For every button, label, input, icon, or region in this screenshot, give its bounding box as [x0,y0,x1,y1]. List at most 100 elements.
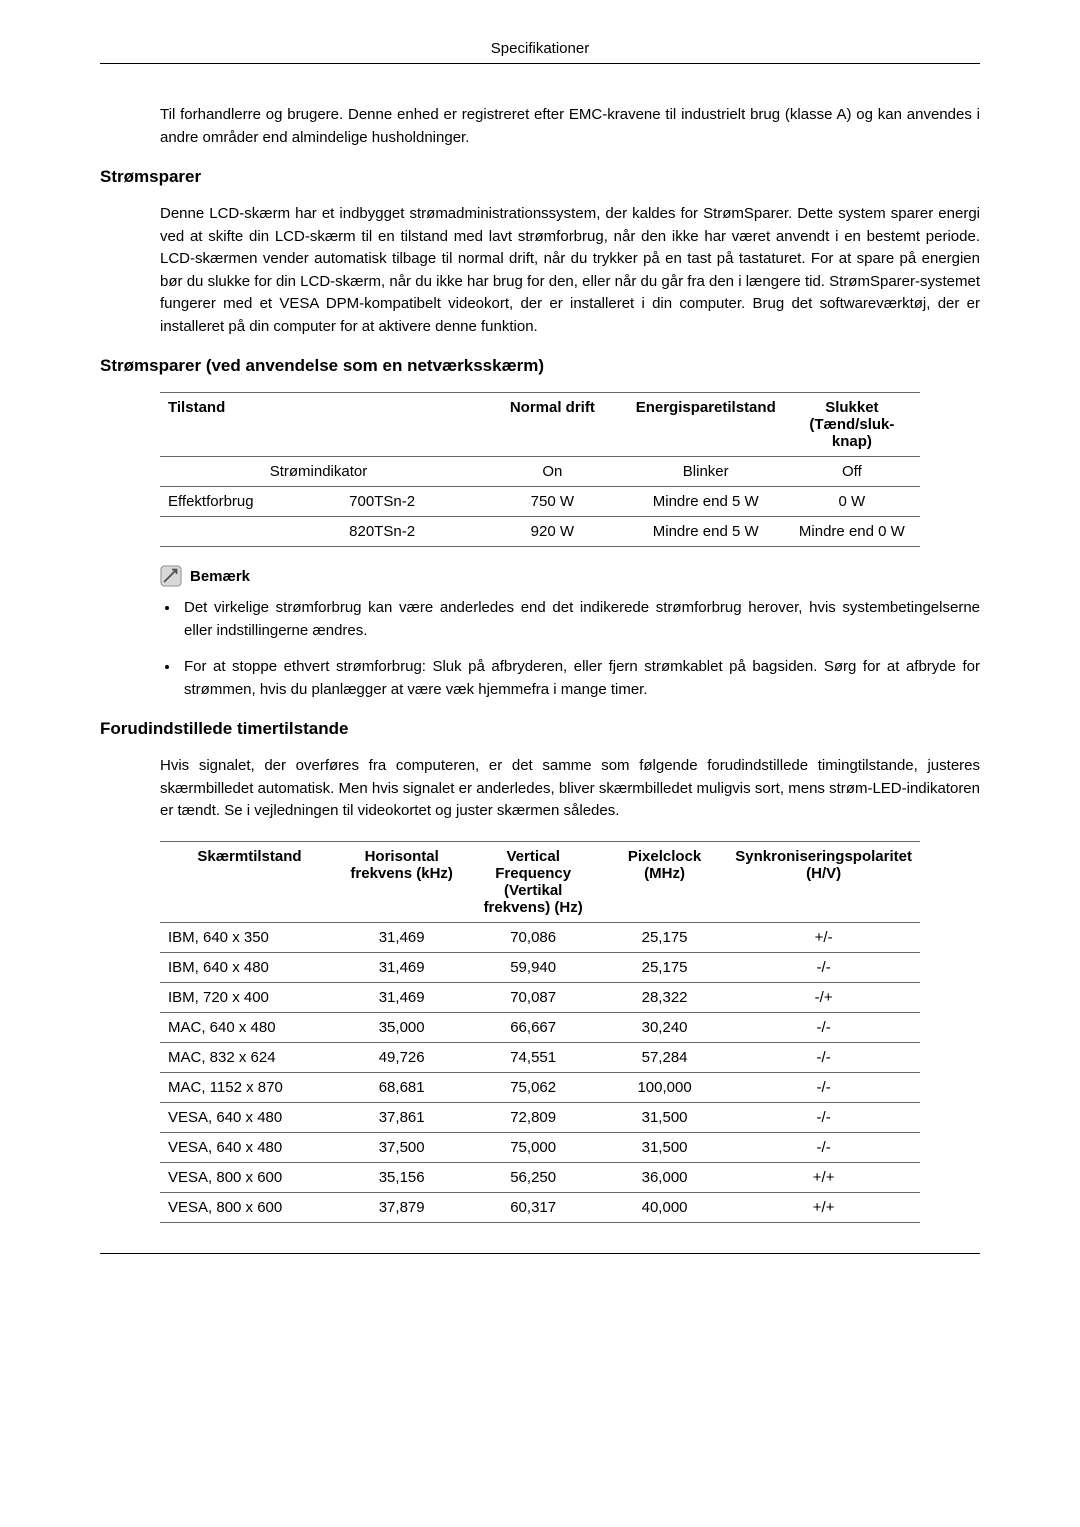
cell: VESA, 640 x 480 [160,1132,339,1162]
cell: 75,000 [464,1132,601,1162]
cell: -/- [727,1042,920,1072]
table-row: IBM, 640 x 48031,46959,94025,175-/- [160,952,920,982]
intro-paragraph: Til forhandlerre og brugere. Denne enhed… [160,104,980,149]
cell: 37,500 [339,1132,465,1162]
cell: -/- [727,1132,920,1162]
cell: 37,879 [339,1192,465,1222]
cell: 820TSn-2 [341,517,477,547]
cell: Strømindikator [160,457,477,487]
table-header: Normal drift [477,393,628,457]
note-item: For at stoppe ethvert strømforbrug: Sluk… [180,656,980,701]
cell: -/- [727,1072,920,1102]
table-row: VESA, 800 x 60035,15656,25036,000+/+ [160,1162,920,1192]
cell: -/- [727,952,920,982]
cell: 49,726 [339,1042,465,1072]
cell: MAC, 1152 x 870 [160,1072,339,1102]
cell: 74,551 [464,1042,601,1072]
table-row: VESA, 800 x 60037,87960,31740,000+/+ [160,1192,920,1222]
cell: Blinker [628,457,784,487]
table-header: Skærmtilstand [160,841,339,922]
section-stromsparer-text: Denne LCD-skærm har et indbygget strømad… [160,203,980,338]
cell: 37,861 [339,1102,465,1132]
table-header: Pixelclock (MHz) [602,841,727,922]
cell: 100,000 [602,1072,727,1102]
section-stromsparer-title: Strømsparer [100,167,980,187]
cell: 70,087 [464,982,601,1012]
cell: VESA, 800 x 600 [160,1192,339,1222]
cell: 35,156 [339,1162,465,1192]
cell: 40,000 [602,1192,727,1222]
cell: IBM, 640 x 480 [160,952,339,982]
cell: +/- [727,922,920,952]
cell: 30,240 [602,1012,727,1042]
cell: 920 W [477,517,628,547]
cell: On [477,457,628,487]
cell: 36,000 [602,1162,727,1192]
table-row: 820TSn-2 920 W Mindre end 5 W Mindre end… [160,517,920,547]
section-timer-text: Hvis signalet, der overføres fra compute… [160,755,980,823]
cell: 56,250 [464,1162,601,1192]
cell: 700TSn-2 [341,487,477,517]
timing-table: Skærmtilstand Horisontal frekvens (kHz) … [160,841,920,1223]
table-row: MAC, 832 x 62449,72674,55157,284-/- [160,1042,920,1072]
note-icon [160,565,182,587]
section-stromsparer-network-title: Strømsparer (ved anvendelse som en netvæ… [100,356,980,376]
cell: 31,500 [602,1102,727,1132]
table-row: IBM, 640 x 35031,46970,08625,175+/- [160,922,920,952]
table-row: IBM, 720 x 40031,46970,08728,322-/+ [160,982,920,1012]
table-header: Energisparetilstand [628,393,784,457]
cell: 750 W [477,487,628,517]
cell: 75,062 [464,1072,601,1102]
cell: 28,322 [602,982,727,1012]
page-header: Specifikationer [100,40,980,64]
cell: Off [784,457,920,487]
cell: +/+ [727,1162,920,1192]
cell: 31,469 [339,982,465,1012]
cell: 57,284 [602,1042,727,1072]
cell: VESA, 800 x 600 [160,1162,339,1192]
cell: IBM, 720 x 400 [160,982,339,1012]
cell: Mindre end 5 W [628,487,784,517]
note-title: Bemærk [190,568,250,585]
cell: 66,667 [464,1012,601,1042]
power-table: Tilstand Normal drift Energisparetilstan… [160,392,920,547]
footer-rule [100,1253,980,1254]
table-header: Synkroniseringspolaritet (H/V) [727,841,920,922]
cell: -/- [727,1012,920,1042]
table-row: VESA, 640 x 48037,50075,00031,500-/- [160,1132,920,1162]
table-header: Tilstand [160,393,477,457]
cell: MAC, 832 x 624 [160,1042,339,1072]
table-row: Strømindikator On Blinker Off [160,457,920,487]
cell: MAC, 640 x 480 [160,1012,339,1042]
cell: 25,175 [602,952,727,982]
cell: 25,175 [602,922,727,952]
cell [160,517,341,547]
cell: Effektforbrug [160,487,341,517]
cell: 31,500 [602,1132,727,1162]
cell: 70,086 [464,922,601,952]
cell: 35,000 [339,1012,465,1042]
cell: Mindre end 5 W [628,517,784,547]
table-header: Vertical Frequency (Vertikal frekvens) (… [464,841,601,922]
cell: 31,469 [339,922,465,952]
table-row: VESA, 640 x 48037,86172,80931,500-/- [160,1102,920,1132]
cell: VESA, 640 x 480 [160,1102,339,1132]
cell: 60,317 [464,1192,601,1222]
cell: IBM, 640 x 350 [160,922,339,952]
section-timer-title: Forudindstillede timertilstande [100,719,980,739]
note-block: Bemærk Det virkelige strømforbrug kan væ… [160,565,980,701]
table-row: MAC, 640 x 48035,00066,66730,240-/- [160,1012,920,1042]
cell: 72,809 [464,1102,601,1132]
table-row: Effektforbrug 700TSn-2 750 W Mindre end … [160,487,920,517]
cell: +/+ [727,1192,920,1222]
note-item: Det virkelige strømforbrug kan være ande… [180,597,980,642]
cell: -/+ [727,982,920,1012]
cell: -/- [727,1102,920,1132]
cell: 59,940 [464,952,601,982]
table-header: Horisontal frekvens (kHz) [339,841,465,922]
table-row: MAC, 1152 x 87068,68175,062100,000-/- [160,1072,920,1102]
cell: 0 W [784,487,920,517]
cell: 68,681 [339,1072,465,1102]
table-header: Slukket (Tænd/sluk-knap) [784,393,920,457]
cell: 31,469 [339,952,465,982]
